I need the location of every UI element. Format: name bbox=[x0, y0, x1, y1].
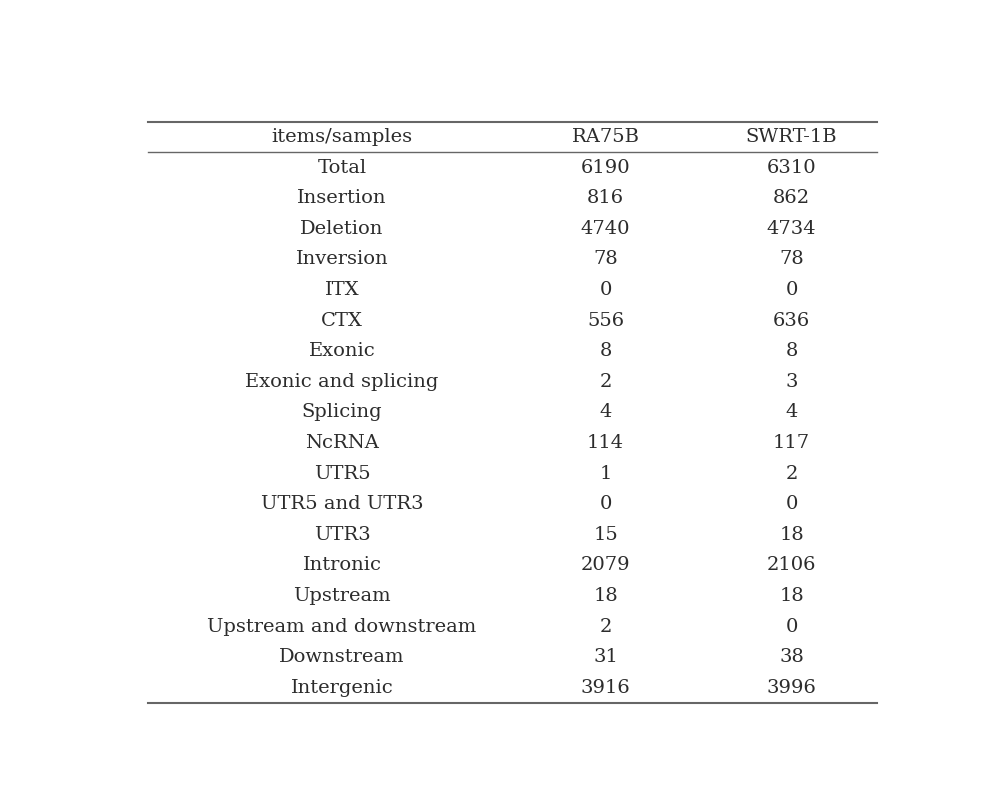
Text: Intronic: Intronic bbox=[302, 556, 382, 574]
Text: Inversion: Inversion bbox=[296, 251, 388, 268]
Text: Exonic: Exonic bbox=[309, 342, 375, 360]
Text: 6310: 6310 bbox=[767, 159, 816, 177]
Text: 3916: 3916 bbox=[581, 679, 630, 697]
Text: 2079: 2079 bbox=[581, 556, 630, 574]
Text: CTX: CTX bbox=[321, 311, 363, 329]
Text: Exonic and splicing: Exonic and splicing bbox=[245, 373, 439, 391]
Text: 0: 0 bbox=[599, 281, 612, 299]
Text: 31: 31 bbox=[593, 648, 618, 666]
Text: 114: 114 bbox=[587, 434, 624, 452]
Text: 3996: 3996 bbox=[767, 679, 816, 697]
Text: UTR5: UTR5 bbox=[314, 465, 370, 483]
Text: Downstream: Downstream bbox=[279, 648, 405, 666]
Text: Insertion: Insertion bbox=[297, 189, 387, 208]
Text: 78: 78 bbox=[593, 251, 618, 268]
Text: Total: Total bbox=[317, 159, 367, 177]
Text: 8: 8 bbox=[785, 342, 798, 360]
Text: 78: 78 bbox=[779, 251, 804, 268]
Text: NcRNA: NcRNA bbox=[305, 434, 379, 452]
Text: 4734: 4734 bbox=[767, 220, 816, 238]
Text: Upstream: Upstream bbox=[293, 587, 391, 605]
Text: 6190: 6190 bbox=[581, 159, 630, 177]
Text: 2: 2 bbox=[599, 617, 612, 636]
Text: Upstream and downstream: Upstream and downstream bbox=[207, 617, 477, 636]
Text: UTR5 and UTR3: UTR5 and UTR3 bbox=[261, 496, 423, 513]
Text: 8: 8 bbox=[599, 342, 612, 360]
Text: 0: 0 bbox=[599, 496, 612, 513]
Text: Intergenic: Intergenic bbox=[291, 679, 393, 697]
Text: 2106: 2106 bbox=[767, 556, 816, 574]
Text: 2: 2 bbox=[785, 465, 798, 483]
Text: 1: 1 bbox=[599, 465, 612, 483]
Text: 3: 3 bbox=[785, 373, 798, 391]
Text: 816: 816 bbox=[587, 189, 624, 208]
Text: 18: 18 bbox=[593, 587, 618, 605]
Text: 18: 18 bbox=[779, 587, 804, 605]
Text: items/samples: items/samples bbox=[271, 128, 413, 146]
Text: ITX: ITX bbox=[325, 281, 359, 299]
Text: 38: 38 bbox=[779, 648, 804, 666]
Text: 862: 862 bbox=[773, 189, 810, 208]
Text: Deletion: Deletion bbox=[300, 220, 384, 238]
Text: 636: 636 bbox=[773, 311, 810, 329]
Text: 2: 2 bbox=[599, 373, 612, 391]
Text: 0: 0 bbox=[785, 496, 798, 513]
Text: 556: 556 bbox=[587, 311, 624, 329]
Text: 117: 117 bbox=[773, 434, 810, 452]
Text: 0: 0 bbox=[785, 617, 798, 636]
Text: 18: 18 bbox=[779, 526, 804, 544]
Text: 15: 15 bbox=[593, 526, 618, 544]
Text: RA75B: RA75B bbox=[572, 128, 640, 146]
Text: UTR3: UTR3 bbox=[314, 526, 370, 544]
Text: 0: 0 bbox=[785, 281, 798, 299]
Text: 4: 4 bbox=[599, 403, 612, 422]
Text: 4: 4 bbox=[785, 403, 798, 422]
Text: 4740: 4740 bbox=[581, 220, 630, 238]
Text: Splicing: Splicing bbox=[302, 403, 382, 422]
Text: SWRT-1B: SWRT-1B bbox=[746, 128, 837, 146]
